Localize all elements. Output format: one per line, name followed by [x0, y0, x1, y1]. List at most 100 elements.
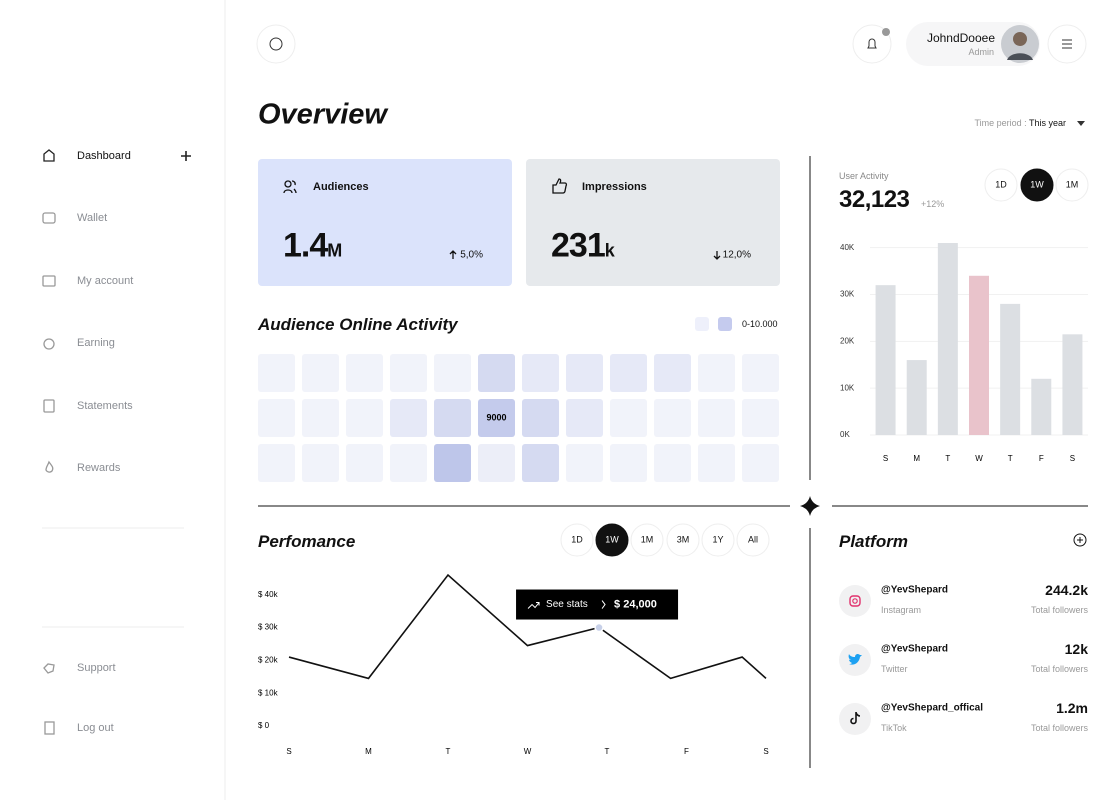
x-tick-label: M [913, 454, 920, 463]
nav-item[interactable]: Rewards [77, 462, 121, 474]
period-button[interactable] [736, 523, 770, 557]
nav-item[interactable]: My account [77, 275, 134, 287]
language-button[interactable] [256, 24, 296, 64]
nav-item[interactable]: Statements [77, 400, 133, 412]
add-platform[interactable] [1073, 533, 1087, 547]
card-label: Impressions [582, 181, 647, 193]
period-button[interactable] [701, 523, 735, 557]
heatmap-cell [566, 444, 603, 482]
period-button[interactable] [666, 523, 700, 557]
nav-item[interactable]: Earning [77, 337, 115, 349]
followers: 244.2k [1045, 582, 1088, 598]
unit: k [604, 240, 615, 261]
heatmap-cell [258, 444, 295, 482]
nav-item[interactable]: Dashboard [77, 150, 131, 162]
earning-icon [43, 338, 55, 350]
logout-icon [44, 721, 55, 735]
activity-change: +12% [921, 199, 945, 209]
followers-label: Total followers [1030, 605, 1088, 615]
x-tick-label: S [883, 454, 888, 463]
user-name: JohndDooee [926, 31, 995, 45]
point [594, 622, 604, 633]
user-role: Admin [968, 47, 994, 57]
time-period[interactable]: Time period : This year [974, 118, 1066, 128]
tooltip[interactable] [516, 589, 679, 620]
bar [1031, 378, 1052, 435]
legend-high [718, 317, 732, 331]
card-change: 5,0% [460, 249, 483, 261]
tiktok-icon-bg [839, 703, 871, 735]
period-label: 1M [641, 534, 654, 544]
x-tick-label: T [446, 747, 451, 756]
period-button[interactable] [984, 168, 1018, 202]
support-icon [43, 663, 55, 674]
x-tick-label: F [1039, 454, 1044, 463]
bar [1000, 303, 1021, 435]
value: 1.4 [283, 226, 328, 265]
instagram-icon-bg [839, 585, 871, 617]
account-network: Twitter [881, 664, 908, 674]
avatar-face [1013, 32, 1027, 46]
menu-icon [1062, 39, 1072, 49]
heatmap-cell [478, 444, 515, 482]
notification-dot [882, 28, 890, 36]
bar [906, 360, 927, 435]
y-tick-label: $ 30k [258, 623, 279, 632]
y-tick-label: $ 40k [258, 590, 279, 599]
period-button[interactable] [595, 523, 629, 557]
account-handle: @YevShepard [881, 643, 949, 655]
heatmap-cell [566, 354, 603, 392]
heatmap-title: Audience Online Activity [258, 315, 458, 334]
x-tick-label: F [684, 747, 689, 756]
heatmap-cell [434, 444, 471, 482]
y-tick-label: $ 10k [258, 688, 279, 697]
home-icon [43, 149, 55, 162]
y-tick-label: 20K [840, 336, 855, 345]
followers: 1.2m [1056, 700, 1088, 716]
performance-title: Perfomance [258, 532, 356, 551]
unit: M [327, 240, 343, 261]
x-tick-label: T [945, 454, 950, 463]
change-arrows [449, 250, 721, 260]
period-label: 1W [1030, 179, 1044, 189]
dropdown-arrow[interactable] [1077, 121, 1085, 126]
time-period-value: This year [1028, 118, 1066, 128]
notification-button[interactable] [852, 24, 892, 64]
heatmap-cell [390, 444, 427, 482]
nav-icons [42, 149, 191, 735]
heatmap-cell [434, 354, 471, 392]
bar [875, 285, 896, 435]
impressions-icon [552, 178, 568, 194]
x-tick-label: S [763, 747, 768, 756]
period-button[interactable] [560, 523, 594, 557]
x-tick-label: S [1070, 454, 1075, 463]
tooltip-value: $ 24,000 [614, 598, 657, 610]
x-tick-label: W [975, 454, 983, 463]
y-tick-label: 0K [840, 430, 850, 439]
audiences-icon [284, 180, 292, 188]
period-label: 1M [1066, 179, 1079, 189]
avatar-body [1007, 53, 1033, 60]
heatmap-cell [346, 354, 383, 392]
x-tick-label: S [286, 747, 291, 756]
period-label: 3M [677, 534, 690, 544]
heatmap-cell [302, 444, 339, 482]
heatmap-cell [566, 399, 603, 437]
tiktok-icon [850, 711, 861, 725]
bar [1062, 334, 1083, 435]
rewards-icon [45, 460, 54, 473]
heatmap-cell [346, 444, 383, 482]
nav-item[interactable]: Support [77, 662, 116, 674]
nav-item[interactable]: Log out [77, 722, 114, 734]
period-button[interactable] [630, 523, 664, 557]
account-handle: @YevShepard [881, 584, 949, 596]
heatmap-cell [654, 354, 691, 392]
active-star [181, 151, 191, 161]
heatmap-cell [522, 399, 559, 437]
nav-item[interactable]: Wallet [77, 212, 108, 224]
period-button[interactable] [1055, 168, 1089, 202]
statements-icon [43, 399, 55, 413]
period-button[interactable] [1020, 168, 1054, 202]
heatmap-cell [302, 399, 339, 437]
